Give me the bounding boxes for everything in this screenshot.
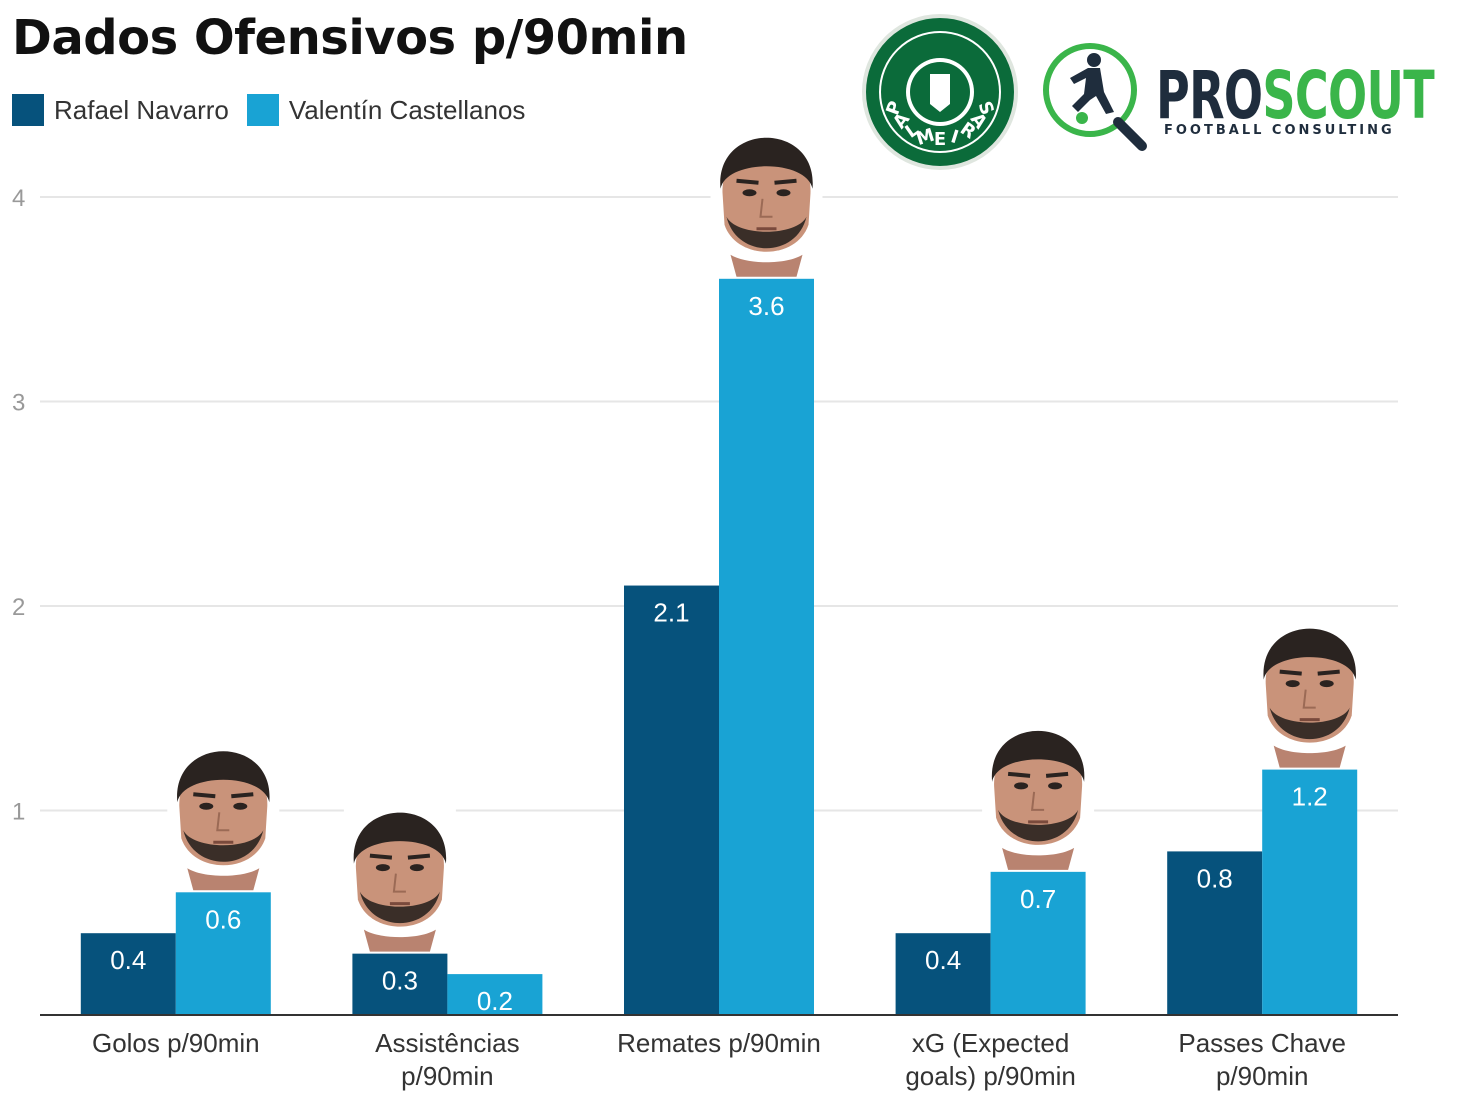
proscout-logo: PROSCOUT FOOTBALL CONSULTING: [1043, 43, 1436, 151]
y-axis-ticks: 1 2 3 4: [12, 185, 25, 826]
x-axis-category-label: p/90min: [401, 1061, 494, 1091]
player-heads: [167, 120, 1366, 952]
bar: [990, 871, 1086, 1015]
bar-value-label: 0.8: [1197, 863, 1233, 893]
bar: [719, 278, 814, 1015]
bar: [175, 892, 271, 1015]
bar: [1262, 769, 1358, 1015]
bar: [80, 933, 176, 1015]
bar: [1167, 851, 1263, 1015]
legend-label: Rafael Navarro: [54, 94, 229, 125]
player-head-icon: [710, 120, 823, 277]
x-axis-category-label: p/90min: [1216, 1061, 1309, 1091]
magnifier-icon: [1043, 43, 1137, 137]
y-tick-label: 2: [12, 594, 25, 621]
x-axis-category-label: Remates p/90min: [617, 1028, 821, 1058]
y-tick-label: 1: [12, 799, 25, 826]
bar: [447, 974, 543, 1015]
bar-value-label: 0.6: [205, 904, 241, 934]
player-head-icon: [343, 795, 456, 952]
legend-item: Rafael Navarro: [12, 94, 229, 126]
bar-value-label: 0.7: [1020, 884, 1056, 914]
brand-subtitle: FOOTBALL CONSULTING: [1164, 123, 1395, 138]
bar-value-label: 3.6: [748, 291, 784, 321]
footballer-icon: [1070, 53, 1114, 124]
chart-title: Dados Ofensivos p/90min: [12, 10, 688, 66]
player-head-icon: [167, 734, 280, 891]
club-letter: E: [934, 129, 946, 150]
y-tick-label: 3: [12, 390, 25, 417]
legend: Rafael Navarro Valentín Castellanos: [12, 94, 525, 126]
club-letter: M: [914, 125, 937, 150]
player-head-icon: [982, 713, 1095, 870]
bar-value-label: 2.1: [653, 598, 689, 628]
bar-value-label: 0.4: [110, 945, 146, 975]
brand-name: PROSCOUT: [1156, 57, 1435, 134]
x-axis-category-label: xG (Expected: [912, 1028, 1070, 1058]
legend-item: Valentín Castellanos: [246, 94, 526, 126]
legend-swatch: [12, 94, 44, 126]
bar-value-label: 0.4: [925, 945, 961, 975]
bar: [624, 585, 719, 1015]
bar-value-label: 0.2: [477, 986, 513, 1016]
x-axis-labels: Golos p/90min Assistênciasp/90minRemates …: [92, 1028, 1346, 1091]
legend-swatch: [246, 94, 279, 126]
bar: [352, 953, 448, 1015]
bars: 0.4 0.6 0.3 0.2 2.1 3.6 0.4 0.7 0.8 1.2: [80, 278, 1358, 1016]
bar-value-label: 0.3: [382, 966, 418, 996]
y-tick-label: 4: [12, 185, 25, 212]
x-axis-category-label: Passes Chave: [1178, 1028, 1346, 1058]
legend-label: Valentín Castellanos: [288, 94, 526, 125]
bar: [895, 933, 991, 1015]
x-axis-category-label: goals) p/90min: [905, 1061, 1076, 1091]
x-axis-category-label: Assistências: [375, 1028, 520, 1058]
bar-value-label: 1.2: [1292, 782, 1328, 812]
player-head-icon: [1253, 611, 1366, 768]
x-axis-category-label: Golos p/90min: [92, 1028, 260, 1058]
